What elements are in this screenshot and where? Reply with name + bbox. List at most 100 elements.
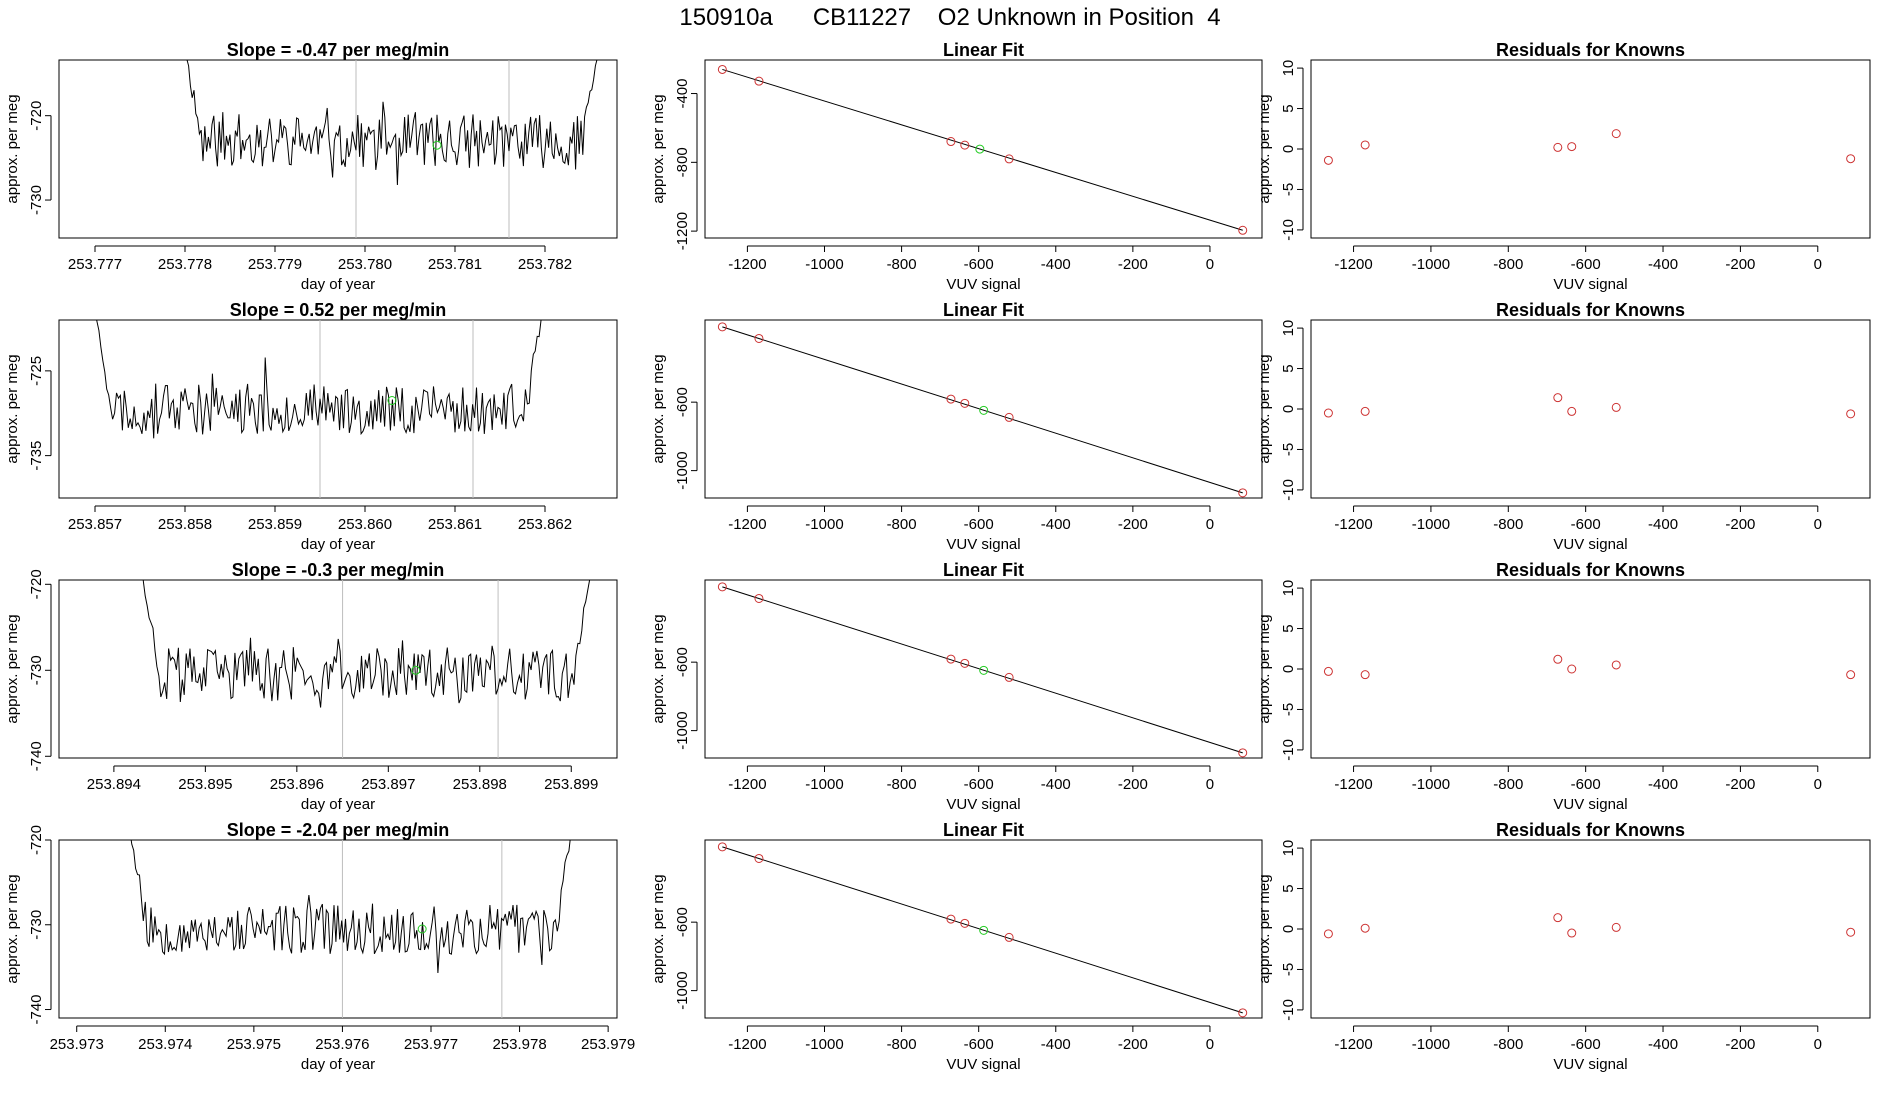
known-point: [960, 658, 970, 668]
y-tick-label: -10: [1280, 219, 1297, 241]
x-tick-label: 253.898: [453, 776, 507, 793]
y-tick-label: 0: [1280, 665, 1297, 673]
known-point: [1004, 672, 1014, 682]
plot-title: Residuals for Knowns: [1496, 300, 1685, 320]
x-tick-label: -800: [1493, 776, 1523, 793]
y-axis-label: approx. per meg: [650, 614, 667, 723]
known-point: [1611, 660, 1621, 670]
x-tick-label: 253.778: [158, 256, 212, 273]
x-axis-label: VUV signal: [1553, 276, 1627, 293]
y-tick-label: 0: [1280, 145, 1297, 153]
y-tick-label: -730: [28, 185, 45, 215]
x-tick-label: -800: [887, 516, 917, 533]
known-point: [1238, 1008, 1248, 1018]
x-tick-label: -200: [1725, 516, 1755, 533]
plot-title: Slope = -0.47 per meg/min: [227, 40, 450, 60]
plot-title: Linear Fit: [943, 820, 1024, 840]
x-axis-label: VUV signal: [1553, 1056, 1627, 1073]
x-tick-label: 0: [1206, 776, 1214, 793]
x-tick-label: 253.979: [581, 1036, 635, 1053]
y-tick-label: -730: [28, 910, 45, 940]
x-tick-label: -800: [887, 256, 917, 273]
panel-1-2: Residuals for Knowns-1200 -1000 -800 -600 -4…: [1256, 300, 1871, 553]
y-tick-label: -10: [1280, 479, 1297, 501]
plot-frame: [58, 839, 618, 1019]
x-axis-label: VUV signal: [946, 276, 1020, 293]
plot-area: [130, 840, 571, 1018]
x-tick-label: -400: [1041, 776, 1071, 793]
y-axis-label: approx. per meg: [4, 614, 21, 723]
plot-area: [1323, 129, 1856, 165]
x-tick-label: -600: [1571, 256, 1601, 273]
known-point: [1611, 129, 1621, 139]
x-tick-label: 0: [1206, 1036, 1214, 1053]
plot-frame: [58, 59, 618, 239]
unknown-point: [387, 396, 397, 406]
x-tick-label: -600: [964, 516, 994, 533]
x-tick-label: 0: [1206, 256, 1214, 273]
x-tick-label: -1200: [1334, 516, 1372, 533]
x-tick-label: 253.974: [138, 1036, 192, 1053]
signal-line: [130, 840, 571, 974]
panel-0-0: Slope = -0.47 per meg/min 253.777 253.778 2…: [4, 40, 618, 293]
x-tick-label: -200: [1118, 516, 1148, 533]
x-tick-label: -1000: [805, 1036, 843, 1053]
known-point: [1004, 932, 1014, 942]
x-axis-label: day of year: [301, 276, 375, 293]
x-tick-label: -1200: [728, 1036, 766, 1053]
x-axis-label: day of year: [301, 1056, 375, 1073]
plot-title: Residuals for Knowns: [1496, 560, 1685, 580]
plot-frame: [1310, 579, 1871, 759]
x-axis-label: VUV signal: [946, 536, 1020, 553]
figure-title: 150910a CB11227 O2 Unknown in Position 4: [679, 4, 1221, 31]
unknown-point: [411, 665, 421, 675]
x-tick-label: 253.779: [248, 256, 302, 273]
unknown-point: [979, 405, 989, 415]
x-tick-label: -600: [964, 776, 994, 793]
x-tick-label: -1000: [805, 516, 843, 533]
x-tick-label: -400: [1041, 1036, 1071, 1053]
plot-title: Slope = -2.04 per meg/min: [227, 820, 450, 840]
y-tick-label: -5: [1280, 443, 1297, 456]
x-tick-label: -1000: [1412, 256, 1450, 273]
plot-frame: [1310, 839, 1871, 1019]
x-tick-label: 253.857: [68, 516, 122, 533]
y-tick-label: -5: [1280, 963, 1297, 976]
known-point: [1567, 142, 1577, 152]
plot-area: [717, 64, 1248, 235]
panel-0-2: Residuals for Knowns-1200 -1000 -800 -600 -4…: [1256, 40, 1871, 293]
y-tick-label: -10: [1280, 739, 1297, 761]
x-axis-label: VUV signal: [1553, 796, 1627, 813]
panel-2-2: Residuals for Knowns-1200 -1000 -800 -600 -4…: [1256, 560, 1871, 813]
x-tick-label: 0: [1814, 1036, 1822, 1053]
plot-area: [1323, 654, 1856, 680]
known-point: [946, 394, 956, 404]
x-tick-label: -400: [1648, 776, 1678, 793]
y-tick-label: 10: [1280, 840, 1297, 857]
known-point: [1360, 140, 1370, 150]
known-point: [1846, 670, 1856, 680]
y-tick-label: -5: [1280, 183, 1297, 196]
known-point: [717, 322, 727, 332]
known-point: [717, 842, 727, 852]
x-tick-label: -800: [887, 1036, 917, 1053]
known-point: [754, 853, 764, 863]
y-tick-label: -600: [674, 907, 691, 937]
plot-area: [717, 582, 1248, 758]
x-tick-label: -1200: [728, 516, 766, 533]
plot-frame: [1310, 319, 1871, 499]
x-tick-label: -600: [964, 256, 994, 273]
panel-3-0: Slope = -2.04 per meg/min 253.973 253.974 2…: [4, 820, 635, 1073]
unknown-point: [417, 924, 427, 934]
plot-title: Linear Fit: [943, 560, 1024, 580]
x-tick-label: -600: [1571, 776, 1601, 793]
y-axis-label: approx. per meg: [650, 354, 667, 463]
y-tick-label: -735: [28, 441, 45, 471]
plot-frame: [58, 579, 618, 759]
x-tick-label: -400: [1648, 516, 1678, 533]
x-tick-label: -800: [887, 776, 917, 793]
known-point: [1553, 654, 1563, 664]
signal-line: [96, 320, 542, 439]
known-point: [960, 140, 970, 150]
x-tick-label: 253.896: [270, 776, 324, 793]
